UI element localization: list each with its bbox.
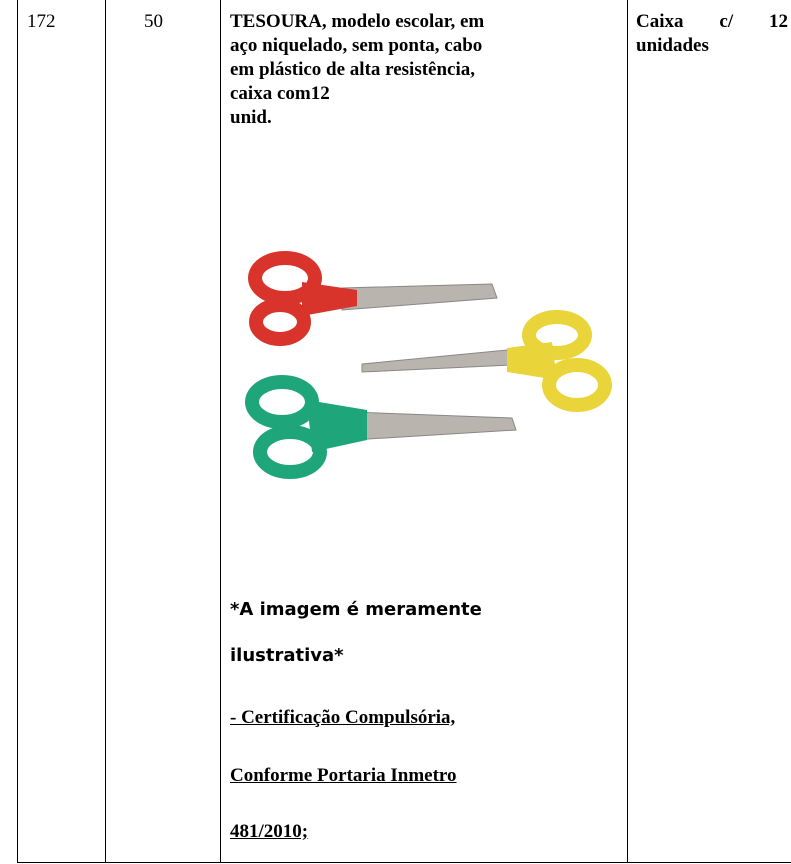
description-line: aço niquelado, sem ponta, cabo bbox=[230, 35, 483, 56]
green-scissors bbox=[245, 375, 517, 479]
border bbox=[17, 862, 791, 863]
border bbox=[220, 0, 221, 863]
description-line: caixa com12 bbox=[230, 83, 330, 104]
item: 172 bbox=[27, 11, 56, 32]
scissors-image bbox=[245, 251, 612, 479]
quantity: 50 bbox=[144, 11, 163, 32]
yellow-scissors bbox=[361, 310, 612, 412]
certification-line: - Certificação Compulsória, bbox=[230, 707, 456, 728]
description-line: TESOURA, modelo escolar, em bbox=[230, 11, 485, 32]
description-line: em plástico de alta resistência, bbox=[230, 59, 476, 80]
unit-line: Caixa c/ 12 bbox=[636, 11, 788, 32]
border bbox=[627, 0, 628, 863]
certification-line: Conforme Portaria Inmetro bbox=[230, 765, 457, 786]
border bbox=[17, 0, 18, 863]
certification-line: 481/2010; bbox=[230, 821, 309, 842]
image-note-line: ilustrativa* bbox=[230, 645, 344, 666]
description-line: unid. bbox=[230, 107, 272, 128]
unit-line: unidades bbox=[636, 35, 709, 56]
border bbox=[105, 0, 106, 863]
red-scissors bbox=[248, 251, 498, 346]
image-note-line: *A imagem é meramente bbox=[230, 599, 482, 620]
